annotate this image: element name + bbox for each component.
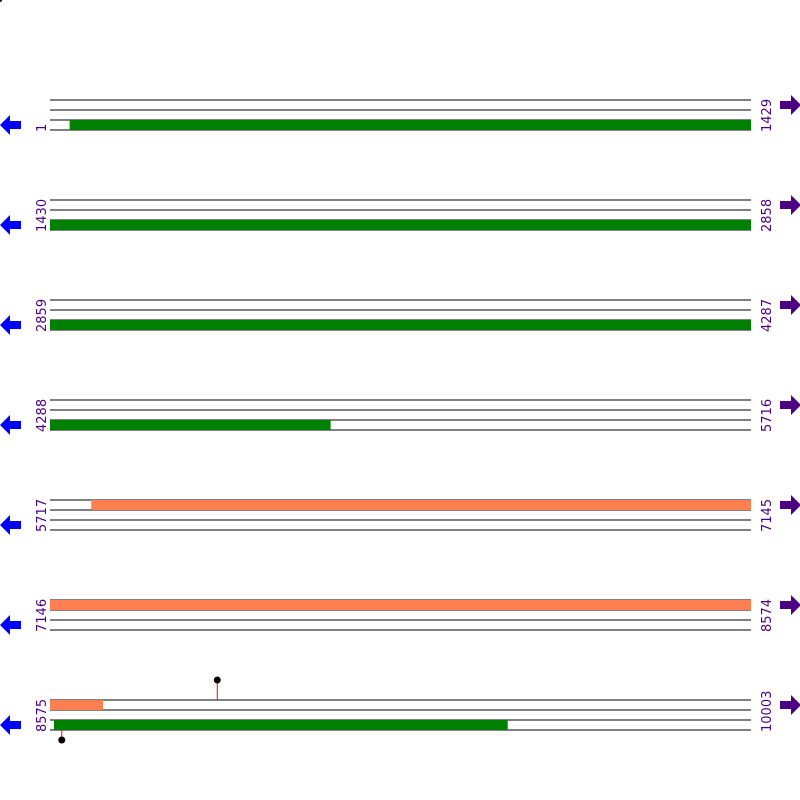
corner-dot [0, 0, 2, 2]
arrow-right-icon [780, 395, 800, 415]
row-start-label: 7146 [35, 599, 50, 632]
row-end-label: 5716 [760, 399, 775, 432]
feature-segment [50, 700, 103, 710]
arrow-left-icon [0, 415, 21, 435]
arrow-left-icon [0, 215, 21, 235]
row-end-label: 1429 [760, 99, 775, 132]
arrow-left-icon [0, 315, 21, 335]
row-start-label: 2859 [35, 299, 50, 332]
row-end-label: 7145 [760, 499, 775, 532]
arrow-left-icon [0, 115, 21, 135]
arrow-right-icon [780, 95, 800, 115]
arrow-left-icon [0, 715, 21, 735]
row-start-label: 1 [35, 124, 50, 132]
row-end-label: 8574 [760, 599, 775, 632]
feature-segment [50, 420, 331, 430]
feature-segment [69, 120, 751, 130]
feature-segment [91, 500, 752, 510]
feature-segment [50, 220, 751, 230]
arrow-right-icon [780, 195, 800, 215]
row-start-label: 8575 [35, 699, 50, 732]
marker-head [58, 736, 66, 744]
arrow-right-icon [780, 295, 800, 315]
row-end-label: 10003 [760, 691, 775, 732]
row-end-label: 2858 [760, 199, 775, 232]
row-start-label: 5717 [35, 499, 50, 532]
arrow-right-icon [780, 595, 800, 615]
feature-segment [50, 320, 751, 330]
feature-segment [53, 720, 508, 730]
feature-segment [50, 600, 751, 610]
arrow-right-icon [780, 695, 800, 715]
arrow-right-icon [780, 495, 800, 515]
row-end-label: 4287 [760, 299, 775, 332]
row-start-label: 1430 [35, 199, 50, 232]
arrow-left-icon [0, 515, 21, 535]
row-start-label: 4288 [35, 399, 50, 432]
marker-head [213, 676, 221, 684]
arrow-left-icon [0, 615, 21, 635]
site-marker [213, 676, 221, 700]
site-marker [58, 730, 66, 744]
